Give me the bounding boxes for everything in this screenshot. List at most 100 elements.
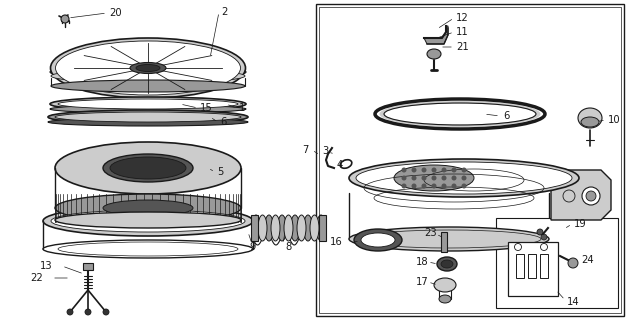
Ellipse shape <box>578 108 602 128</box>
Ellipse shape <box>349 227 549 251</box>
Ellipse shape <box>297 215 306 241</box>
Ellipse shape <box>103 154 193 182</box>
Circle shape <box>431 175 436 180</box>
Text: 3: 3 <box>322 146 329 156</box>
Text: 10: 10 <box>608 115 621 125</box>
Circle shape <box>67 309 73 315</box>
Text: 14: 14 <box>567 297 579 307</box>
Text: 17: 17 <box>416 277 429 287</box>
Circle shape <box>461 167 466 172</box>
Ellipse shape <box>56 41 241 95</box>
Ellipse shape <box>51 69 245 83</box>
Ellipse shape <box>379 101 540 127</box>
Text: 19: 19 <box>574 219 587 229</box>
Text: 1: 1 <box>239 103 245 113</box>
Bar <box>516 254 524 278</box>
Ellipse shape <box>278 215 287 241</box>
Ellipse shape <box>290 215 300 241</box>
Bar <box>319 7 621 313</box>
Ellipse shape <box>55 194 241 222</box>
Text: 9: 9 <box>249 242 255 252</box>
Ellipse shape <box>385 103 535 124</box>
Text: 4: 4 <box>337 160 343 170</box>
Text: 20: 20 <box>109 8 122 18</box>
Circle shape <box>537 229 543 235</box>
Text: 16: 16 <box>330 237 343 247</box>
Ellipse shape <box>251 215 260 241</box>
Bar <box>251 215 258 241</box>
Ellipse shape <box>103 200 193 216</box>
Circle shape <box>61 15 69 23</box>
Circle shape <box>461 175 466 180</box>
Ellipse shape <box>303 215 312 241</box>
Ellipse shape <box>50 97 246 111</box>
Text: 18: 18 <box>416 257 429 267</box>
Circle shape <box>411 183 416 188</box>
Bar <box>528 254 536 278</box>
Circle shape <box>441 167 446 172</box>
Bar <box>441 232 447 252</box>
Text: 6: 6 <box>503 111 509 121</box>
Circle shape <box>401 175 406 180</box>
Circle shape <box>461 183 466 188</box>
Circle shape <box>421 167 426 172</box>
Ellipse shape <box>271 215 280 241</box>
Circle shape <box>541 234 547 240</box>
Bar <box>83 263 93 270</box>
Ellipse shape <box>51 210 245 232</box>
Circle shape <box>451 183 456 188</box>
Circle shape <box>431 183 436 188</box>
Ellipse shape <box>43 240 253 258</box>
Text: 13: 13 <box>40 261 53 271</box>
Ellipse shape <box>258 215 267 241</box>
Circle shape <box>451 175 456 180</box>
Circle shape <box>451 167 456 172</box>
Ellipse shape <box>581 117 599 127</box>
Text: 8: 8 <box>285 242 292 252</box>
Bar <box>316 4 624 316</box>
Ellipse shape <box>434 278 456 292</box>
Ellipse shape <box>51 80 245 92</box>
Circle shape <box>421 183 426 188</box>
Ellipse shape <box>110 157 186 179</box>
Text: 21: 21 <box>456 42 469 52</box>
Circle shape <box>401 183 406 188</box>
Text: 7: 7 <box>302 145 308 155</box>
Ellipse shape <box>284 215 293 241</box>
Ellipse shape <box>349 159 579 197</box>
Ellipse shape <box>394 165 474 191</box>
Circle shape <box>568 258 578 268</box>
Ellipse shape <box>55 112 241 122</box>
Ellipse shape <box>582 187 600 205</box>
Circle shape <box>85 309 91 315</box>
Ellipse shape <box>50 105 246 113</box>
Polygon shape <box>424 26 448 44</box>
Text: 12: 12 <box>456 13 469 23</box>
Circle shape <box>411 175 416 180</box>
Ellipse shape <box>55 212 241 228</box>
Text: 22: 22 <box>30 273 43 283</box>
Circle shape <box>421 175 426 180</box>
Ellipse shape <box>361 233 395 247</box>
Text: 5: 5 <box>217 167 223 177</box>
Ellipse shape <box>51 38 246 98</box>
Ellipse shape <box>58 99 238 109</box>
Ellipse shape <box>354 229 402 251</box>
Bar <box>319 215 326 241</box>
Text: 11: 11 <box>456 27 469 37</box>
Ellipse shape <box>356 162 572 194</box>
Ellipse shape <box>586 191 596 201</box>
Text: 2: 2 <box>221 7 228 17</box>
Ellipse shape <box>317 215 325 241</box>
Ellipse shape <box>48 118 248 126</box>
Circle shape <box>441 175 446 180</box>
Text: 24: 24 <box>581 255 594 265</box>
Ellipse shape <box>439 295 451 303</box>
Bar <box>540 254 548 278</box>
Ellipse shape <box>48 110 248 124</box>
Ellipse shape <box>43 206 253 236</box>
Ellipse shape <box>50 64 246 80</box>
Ellipse shape <box>310 215 319 241</box>
Polygon shape <box>551 170 611 220</box>
Bar <box>508 242 558 296</box>
